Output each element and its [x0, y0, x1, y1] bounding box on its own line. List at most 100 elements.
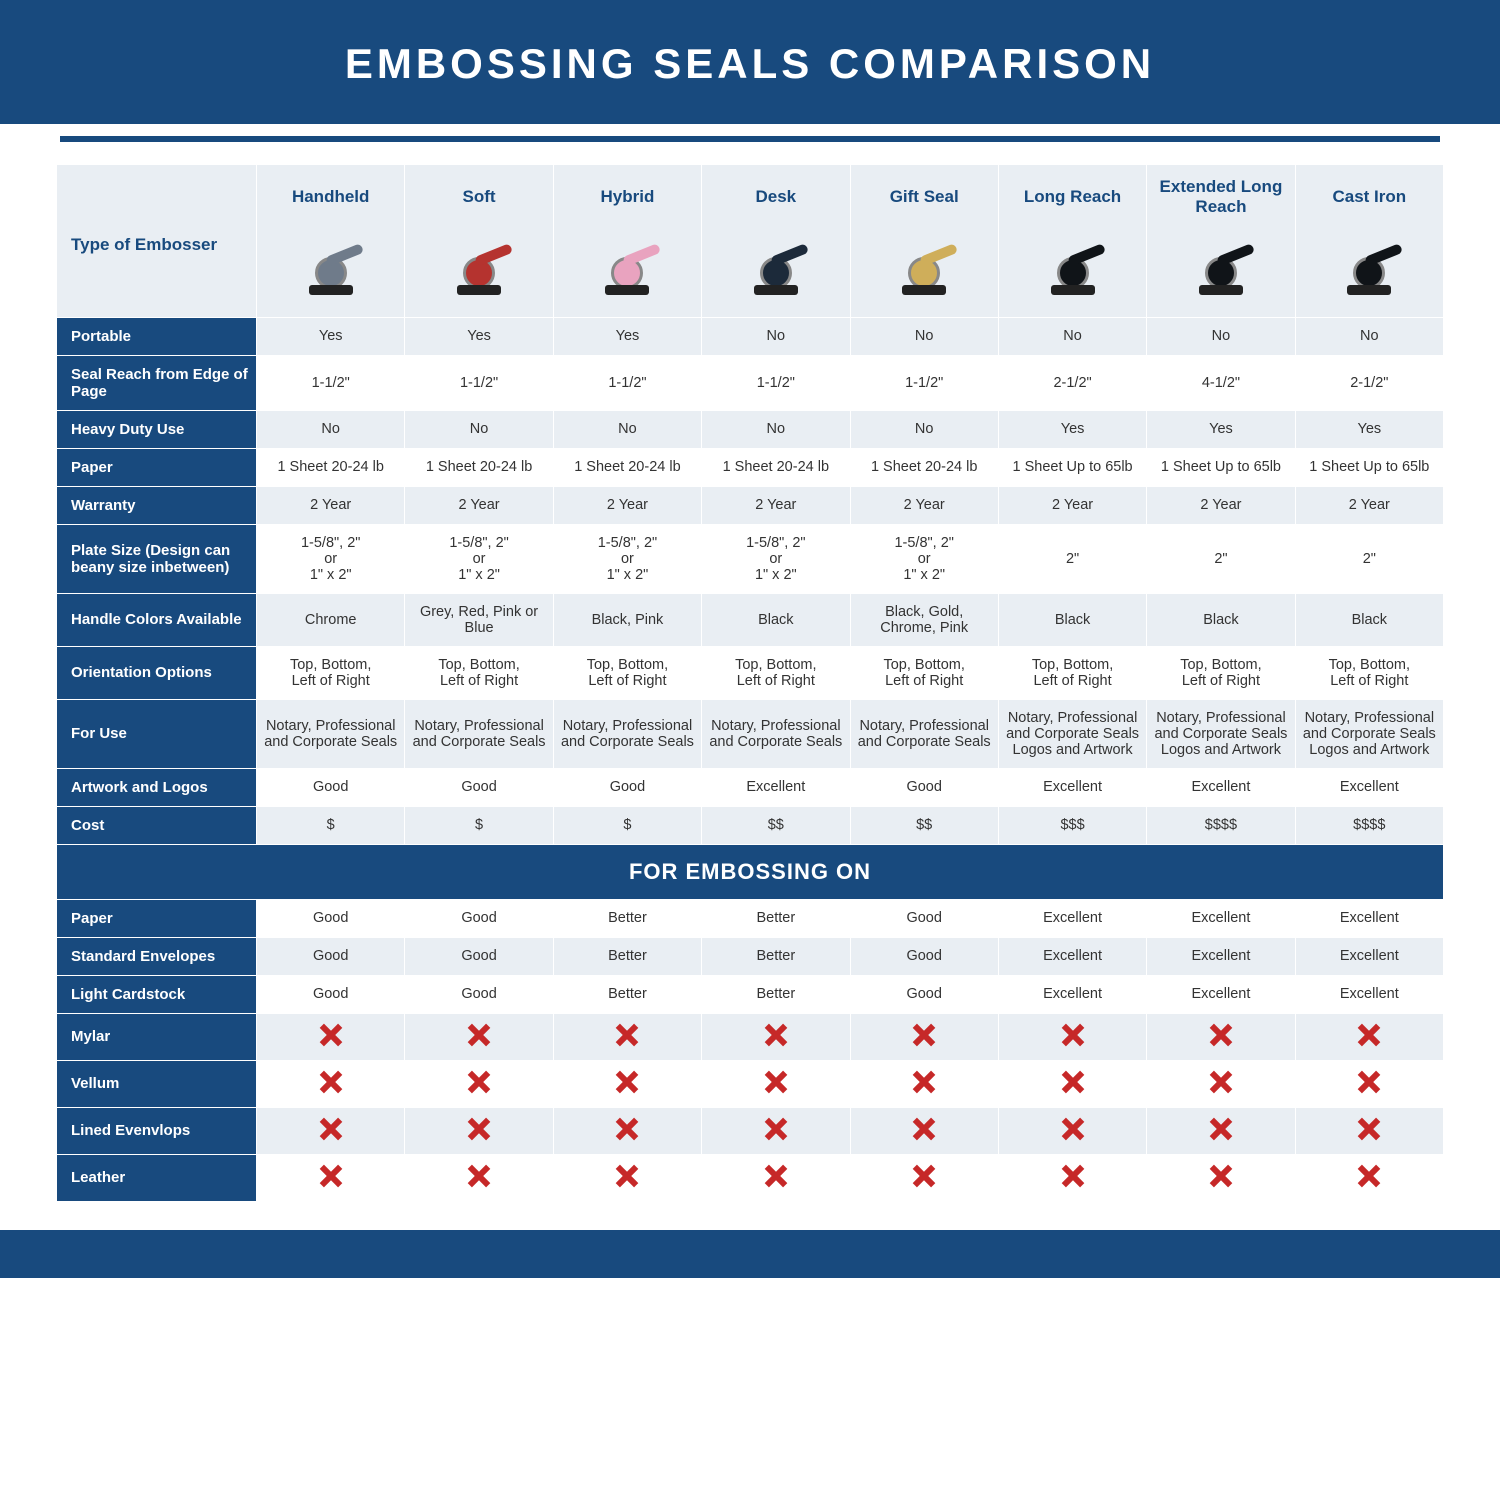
- cell-spec-8-4: Notary, Professional and Corporate Seals: [850, 699, 998, 768]
- cell-emb-1-5: Excellent: [998, 937, 1146, 975]
- cell-emb-6-1: [405, 1154, 553, 1201]
- cell-spec-8-5: Notary, Professional and Corporate Seals…: [998, 699, 1146, 768]
- x-icon: [468, 1024, 490, 1046]
- cell-emb-0-1: Good: [405, 899, 553, 937]
- cell-spec-6-6: Black: [1147, 593, 1295, 646]
- row-label-emb-3: Mylar: [57, 1013, 257, 1060]
- col-header-xlong: Extended Long Reach: [1147, 165, 1295, 222]
- cell-emb-2-7: Excellent: [1295, 975, 1443, 1013]
- cell-spec-3-0: 1 Sheet 20-24 lb: [257, 448, 405, 486]
- cell-emb-0-0: Good: [257, 899, 405, 937]
- cell-spec-10-4: $$: [850, 806, 998, 844]
- embosser-icon-soft: [451, 239, 507, 295]
- cell-emb-5-2: [553, 1107, 701, 1154]
- cell-emb-4-5: [998, 1060, 1146, 1107]
- cell-emb-5-5: [998, 1107, 1146, 1154]
- x-icon: [1358, 1165, 1380, 1187]
- cell-spec-5-0: 1-5/8", 2"or1" x 2": [257, 524, 405, 593]
- cell-emb-1-4: Good: [850, 937, 998, 975]
- cell-spec-4-4: 2 Year: [850, 486, 998, 524]
- cell-spec-10-1: $: [405, 806, 553, 844]
- cell-emb-4-0: [257, 1060, 405, 1107]
- x-icon: [765, 1071, 787, 1093]
- cell-spec-7-0: Top, Bottom,Left of Right: [257, 646, 405, 699]
- row-label-8: For Use: [57, 699, 257, 768]
- cell-spec-5-5: 2": [998, 524, 1146, 593]
- comparison-table: Type of EmbosserHandheldSoftHybridDeskGi…: [56, 164, 1444, 1202]
- cell-emb-6-6: [1147, 1154, 1295, 1201]
- cell-emb-1-1: Good: [405, 937, 553, 975]
- cell-emb-4-4: [850, 1060, 998, 1107]
- row-label-4: Warranty: [57, 486, 257, 524]
- cell-emb-2-4: Good: [850, 975, 998, 1013]
- row-label-1: Seal Reach from Edge of Page: [57, 355, 257, 410]
- cell-spec-10-7: $$$$: [1295, 806, 1443, 844]
- x-icon: [765, 1024, 787, 1046]
- col-image-hybrid: [553, 221, 701, 317]
- embosser-icon-gift: [896, 239, 952, 295]
- cell-spec-8-6: Notary, Professional and Corporate Seals…: [1147, 699, 1295, 768]
- cell-emb-6-5: [998, 1154, 1146, 1201]
- cell-emb-3-4: [850, 1013, 998, 1060]
- cell-emb-0-6: Excellent: [1147, 899, 1295, 937]
- cell-emb-3-0: [257, 1013, 405, 1060]
- cell-emb-3-6: [1147, 1013, 1295, 1060]
- cell-spec-6-2: Black, Pink: [553, 593, 701, 646]
- cell-spec-5-4: 1-5/8", 2"or1" x 2": [850, 524, 998, 593]
- cell-spec-8-0: Notary, Professional and Corporate Seals: [257, 699, 405, 768]
- cell-spec-7-2: Top, Bottom,Left of Right: [553, 646, 701, 699]
- col-header-hybrid: Hybrid: [553, 165, 701, 222]
- cell-spec-0-3: No: [702, 317, 850, 355]
- col-header-cast: Cast Iron: [1295, 165, 1443, 222]
- row-label-7: Orientation Options: [57, 646, 257, 699]
- cell-spec-8-7: Notary, Professional and Corporate Seals…: [1295, 699, 1443, 768]
- cell-spec-4-1: 2 Year: [405, 486, 553, 524]
- cell-spec-9-7: Excellent: [1295, 768, 1443, 806]
- row-label-emb-2: Light Cardstock: [57, 975, 257, 1013]
- cell-emb-3-7: [1295, 1013, 1443, 1060]
- cell-spec-4-2: 2 Year: [553, 486, 701, 524]
- cell-emb-5-3: [702, 1107, 850, 1154]
- row-label-10: Cost: [57, 806, 257, 844]
- cell-spec-10-0: $: [257, 806, 405, 844]
- cell-spec-3-6: 1 Sheet Up to 65lb: [1147, 448, 1295, 486]
- cell-spec-4-7: 2 Year: [1295, 486, 1443, 524]
- cell-spec-5-1: 1-5/8", 2"or1" x 2": [405, 524, 553, 593]
- cell-spec-3-7: 1 Sheet Up to 65lb: [1295, 448, 1443, 486]
- cell-spec-1-4: 1-1/2": [850, 355, 998, 410]
- cell-spec-2-0: No: [257, 410, 405, 448]
- cell-emb-6-4: [850, 1154, 998, 1201]
- x-icon: [765, 1118, 787, 1140]
- cell-emb-0-2: Better: [553, 899, 701, 937]
- x-icon: [1210, 1118, 1232, 1140]
- cell-spec-6-4: Black, Gold, Chrome, Pink: [850, 593, 998, 646]
- x-icon: [320, 1024, 342, 1046]
- cell-spec-4-5: 2 Year: [998, 486, 1146, 524]
- cell-spec-0-2: Yes: [553, 317, 701, 355]
- cell-emb-0-4: Good: [850, 899, 998, 937]
- cell-spec-3-4: 1 Sheet 20-24 lb: [850, 448, 998, 486]
- x-icon: [1358, 1071, 1380, 1093]
- cell-emb-2-5: Excellent: [998, 975, 1146, 1013]
- cell-spec-8-3: Notary, Professional and Corporate Seals: [702, 699, 850, 768]
- footer-band: [0, 1230, 1500, 1278]
- cell-spec-1-0: 1-1/2": [257, 355, 405, 410]
- cell-spec-6-7: Black: [1295, 593, 1443, 646]
- cell-spec-9-0: Good: [257, 768, 405, 806]
- type-of-embosser-label: Type of Embosser: [57, 165, 257, 318]
- embosser-icon-cast: [1341, 239, 1397, 295]
- cell-emb-0-7: Excellent: [1295, 899, 1443, 937]
- cell-spec-1-2: 1-1/2": [553, 355, 701, 410]
- cell-spec-2-6: Yes: [1147, 410, 1295, 448]
- cell-spec-7-6: Top, Bottom,Left of Right: [1147, 646, 1295, 699]
- embosser-icon-desk: [748, 239, 804, 295]
- cell-emb-5-7: [1295, 1107, 1443, 1154]
- cell-spec-10-3: $$: [702, 806, 850, 844]
- cell-spec-9-5: Excellent: [998, 768, 1146, 806]
- cell-spec-5-7: 2": [1295, 524, 1443, 593]
- x-icon: [468, 1071, 490, 1093]
- cell-spec-2-1: No: [405, 410, 553, 448]
- x-icon: [616, 1165, 638, 1187]
- cell-emb-1-2: Better: [553, 937, 701, 975]
- row-label-5: Plate Size (Design can beany size inbetw…: [57, 524, 257, 593]
